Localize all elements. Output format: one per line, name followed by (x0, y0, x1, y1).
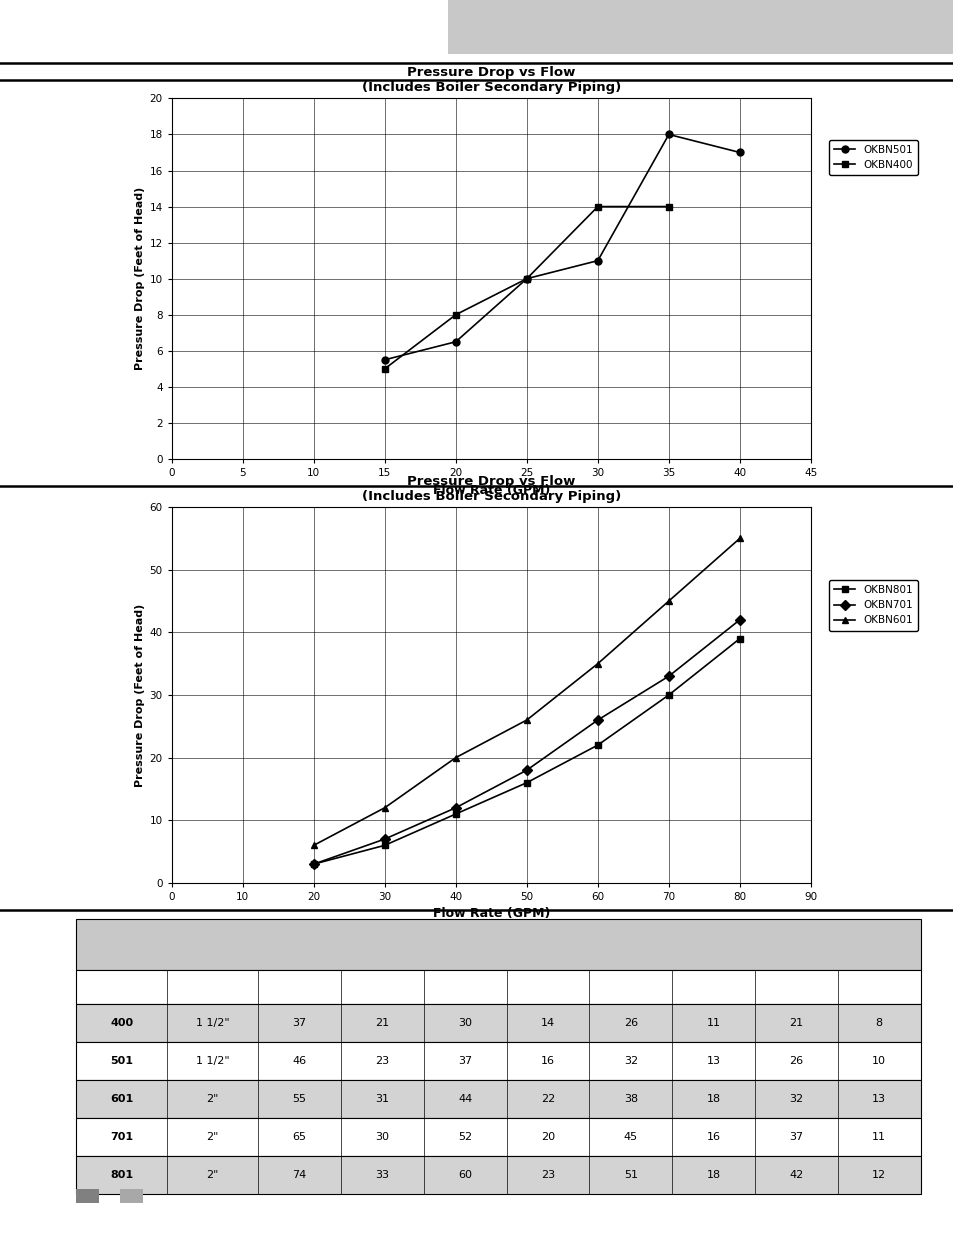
Bar (76, 1081, 920, 1119)
Text: 16: 16 (706, 1132, 720, 1142)
Text: 74: 74 (292, 1171, 306, 1181)
Text: 11: 11 (706, 1019, 720, 1029)
Bar (76, 1119, 920, 1156)
Text: 21: 21 (375, 1019, 389, 1029)
Text: 16: 16 (540, 1056, 555, 1066)
Text: 30: 30 (457, 1019, 472, 1029)
Text: 18: 18 (706, 1094, 720, 1104)
Bar (76, 1042, 920, 1081)
Text: 32: 32 (788, 1094, 802, 1104)
Text: 2": 2" (206, 1094, 218, 1104)
Text: 37: 37 (457, 1056, 472, 1066)
Bar (76, 969, 920, 1004)
Text: 31: 31 (375, 1094, 389, 1104)
Text: 65: 65 (293, 1132, 306, 1142)
Text: 55: 55 (293, 1094, 306, 1104)
Text: 26: 26 (623, 1019, 638, 1029)
Text: 45: 45 (623, 1132, 638, 1142)
Text: 14: 14 (540, 1019, 555, 1029)
Text: 12: 12 (871, 1171, 885, 1181)
Text: 37: 37 (788, 1132, 802, 1142)
Text: 23: 23 (540, 1171, 555, 1181)
Text: 1 1/2": 1 1/2" (195, 1056, 230, 1066)
Text: 13: 13 (706, 1056, 720, 1066)
Text: 60: 60 (457, 1171, 472, 1181)
Text: 33: 33 (375, 1171, 389, 1181)
Text: 32: 32 (623, 1056, 638, 1066)
Text: 30: 30 (375, 1132, 389, 1142)
Text: 51: 51 (623, 1171, 638, 1181)
Text: 20: 20 (540, 1132, 555, 1142)
Text: 46: 46 (293, 1056, 306, 1066)
Text: 2": 2" (206, 1171, 218, 1181)
Bar (76, 919, 920, 969)
Bar (76, 1156, 920, 1194)
Text: 601: 601 (110, 1094, 133, 1104)
Text: 2": 2" (206, 1132, 218, 1142)
Text: 18: 18 (706, 1171, 720, 1181)
Text: 38: 38 (623, 1094, 638, 1104)
Text: 42: 42 (788, 1171, 802, 1181)
Text: 52: 52 (457, 1132, 472, 1142)
Bar (448, 0, 953, 54)
Text: 10: 10 (871, 1056, 885, 1066)
Text: 23: 23 (375, 1056, 389, 1066)
Text: 701: 701 (111, 1132, 133, 1142)
Text: 11: 11 (871, 1132, 885, 1142)
Text: 37: 37 (293, 1019, 306, 1029)
Text: 400: 400 (111, 1019, 133, 1029)
Bar (76, 1189, 99, 1203)
Text: 21: 21 (788, 1019, 802, 1029)
Bar (120, 1189, 143, 1203)
Text: 44: 44 (457, 1094, 472, 1104)
Text: 13: 13 (871, 1094, 885, 1104)
Bar (76, 1004, 920, 1042)
Text: 22: 22 (540, 1094, 555, 1104)
Text: 1 1/2": 1 1/2" (195, 1019, 230, 1029)
Text: 801: 801 (111, 1171, 133, 1181)
Text: 26: 26 (788, 1056, 802, 1066)
Text: 8: 8 (875, 1019, 882, 1029)
Text: 501: 501 (111, 1056, 133, 1066)
